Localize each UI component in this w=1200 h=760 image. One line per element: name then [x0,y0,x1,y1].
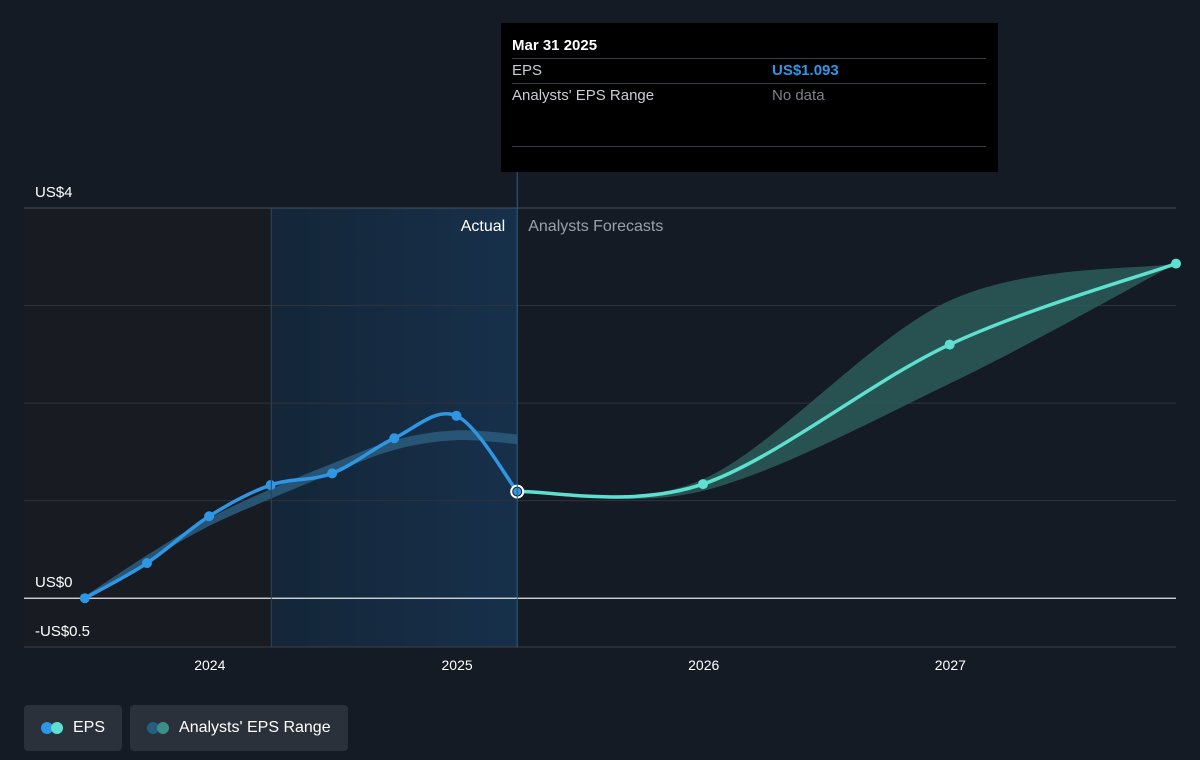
x-tick-label: 2026 [688,657,719,673]
forecast-eps-point [944,339,955,350]
legend-range-dot-actual [147,722,160,734]
actual-eps-point [327,468,338,479]
past-period-shade [24,208,272,647]
legend-range-label: Analysts' EPS Range [179,719,331,736]
actual-eps-point [79,593,90,604]
x-tick-label: 2025 [442,657,473,673]
tooltip-range-label: Analysts' EPS Range [512,87,655,104]
actual-region-label: Actual [461,218,505,235]
x-axis-labels: 2024 2025 2026 2027 [194,657,966,673]
tooltip-date: Mar 31 2025 [512,37,598,54]
legend-eps-dot-forecast [51,722,63,734]
actual-eps-point [265,480,276,491]
legend-eps-icon [41,722,63,734]
highlight-period [271,208,518,647]
forecast-eps-point [698,479,709,490]
tooltip-eps-label: EPS [512,62,543,79]
tooltip: Mar 31 2025 EPS US$1.093 Analysts' EPS R… [501,23,998,172]
legend-eps-label: EPS [73,719,106,736]
forecast-range-band [517,263,1176,500]
forecast-region-label: Analysts Forecasts [528,218,663,235]
legend-eps-dot-actual [41,722,53,734]
tooltip-range-value: No data [772,87,825,104]
legend-eps-range[interactable]: Analysts' EPS Range [130,705,348,751]
y-tick-label: US$0 [35,574,73,591]
actual-eps-point [389,433,400,444]
legend-range-icon [147,722,170,734]
tooltip-eps-value: US$1.093 [772,62,839,79]
tooltip-row-eps: EPS US$1.093 [512,58,986,83]
forecast-eps-line [515,261,1178,499]
range-bands [84,263,1176,601]
legend-range-dot-forecast [157,722,170,734]
actual-eps-point [141,558,152,569]
legend: EPS Analysts' EPS Range [24,705,348,751]
tooltip-divider [512,146,986,147]
legend-eps[interactable]: EPS [24,705,123,751]
forecast-eps-point [1171,258,1181,269]
actual-eps-point [204,511,215,522]
actual-eps-point [451,410,462,421]
x-tick-label: 2024 [194,657,225,673]
y-tick-label: US$4 [35,184,73,201]
tooltip-row-range: Analysts' EPS Range No data [512,83,986,108]
y-axis-labels: US$4 US$0 -US$0.5 [35,184,90,640]
x-tick-label: 2027 [935,657,966,673]
y-tick-label: -US$0.5 [35,623,90,640]
